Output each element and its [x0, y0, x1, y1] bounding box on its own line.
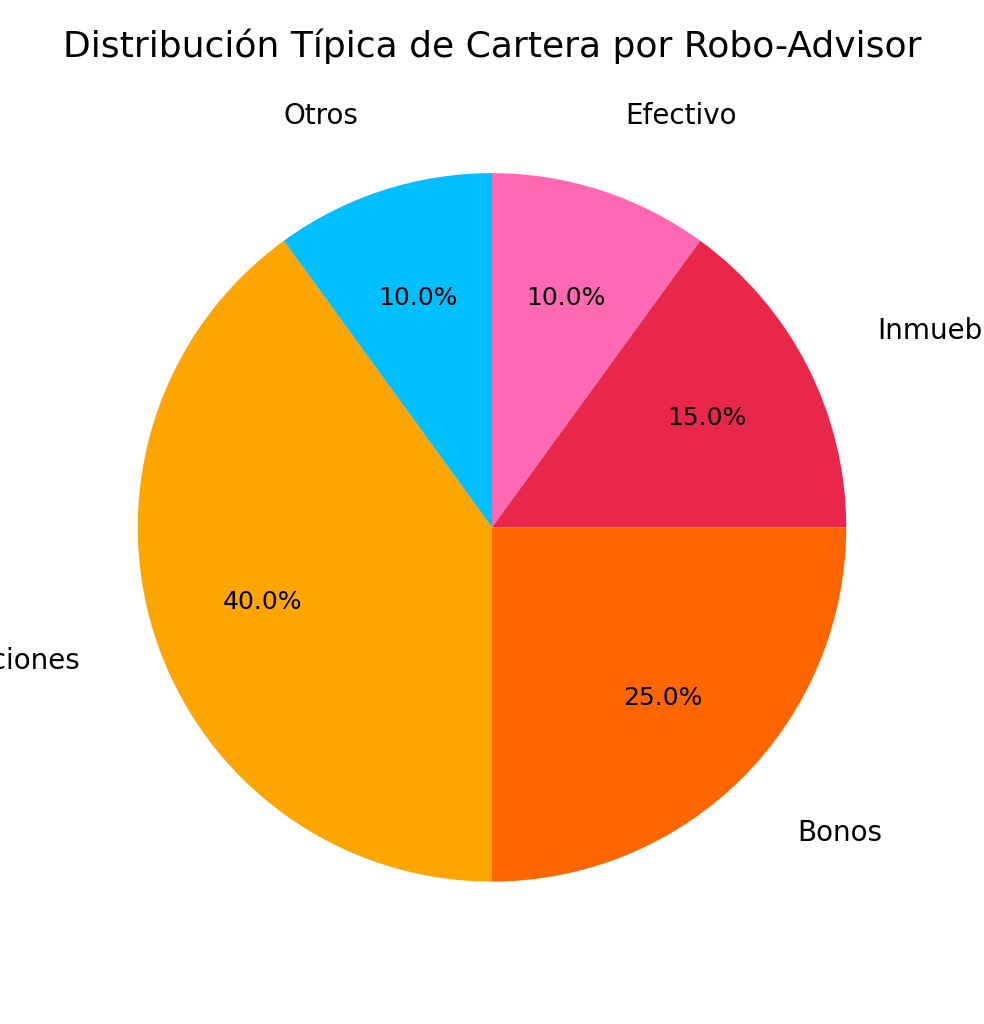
Text: Inmuebles: Inmuebles — [877, 317, 984, 345]
Wedge shape — [492, 527, 846, 882]
Wedge shape — [283, 173, 492, 527]
Text: 10.0%: 10.0% — [526, 287, 606, 310]
Title: Distribución Típica de Cartera por Robo-Advisor: Distribución Típica de Cartera por Robo-… — [63, 29, 921, 63]
Text: Efectivo: Efectivo — [626, 102, 737, 130]
Wedge shape — [138, 241, 492, 882]
Text: 25.0%: 25.0% — [623, 686, 702, 710]
Text: 15.0%: 15.0% — [667, 406, 746, 430]
Text: Acciones: Acciones — [0, 647, 81, 675]
Text: Bonos: Bonos — [798, 819, 883, 847]
Text: 10.0%: 10.0% — [378, 287, 458, 310]
Text: Otros: Otros — [283, 102, 358, 130]
Text: 40.0%: 40.0% — [223, 590, 303, 613]
Wedge shape — [492, 173, 701, 527]
Wedge shape — [492, 241, 846, 527]
